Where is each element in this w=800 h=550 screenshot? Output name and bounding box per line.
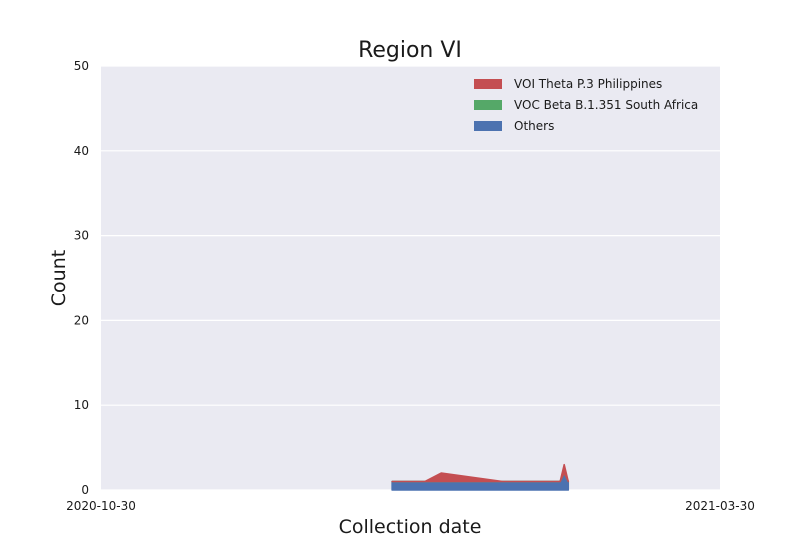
x-tick-labels: 2020-10-30 2021-03-30 — [66, 499, 755, 513]
series-areas — [391, 463, 570, 491]
y-tick-label: 30 — [74, 229, 89, 243]
area-voi-theta-p-3-philippines — [391, 463, 570, 483]
legend-swatch — [474, 79, 502, 89]
y-tick-label: 10 — [74, 398, 89, 412]
x-tick-label: 2021-03-30 — [685, 499, 755, 513]
y-tick-label: 40 — [74, 144, 89, 158]
plot-area — [101, 66, 720, 490]
gridlines — [101, 65, 720, 491]
y-tick-label: 0 — [81, 483, 89, 497]
y-tick-label: 50 — [74, 59, 89, 73]
legend: VOI Theta P.3 Philippines VOC Beta B.1.35… — [474, 77, 698, 133]
y-axis-label: Count — [48, 250, 70, 306]
y-tick-label: 20 — [74, 313, 89, 327]
legend-swatch — [474, 121, 502, 131]
legend-swatch — [474, 100, 502, 110]
x-tick-label: 2020-10-30 — [66, 499, 136, 513]
chart-title: Region VI — [358, 38, 462, 63]
legend-label: Others — [514, 119, 554, 133]
x-axis-label: Collection date — [339, 516, 482, 538]
y-tick-labels: 0 10 20 30 40 50 — [74, 59, 89, 497]
legend-label: VOI Theta P.3 Philippines — [514, 77, 662, 91]
legend-label: VOC Beta B.1.351 South Africa — [514, 98, 698, 112]
